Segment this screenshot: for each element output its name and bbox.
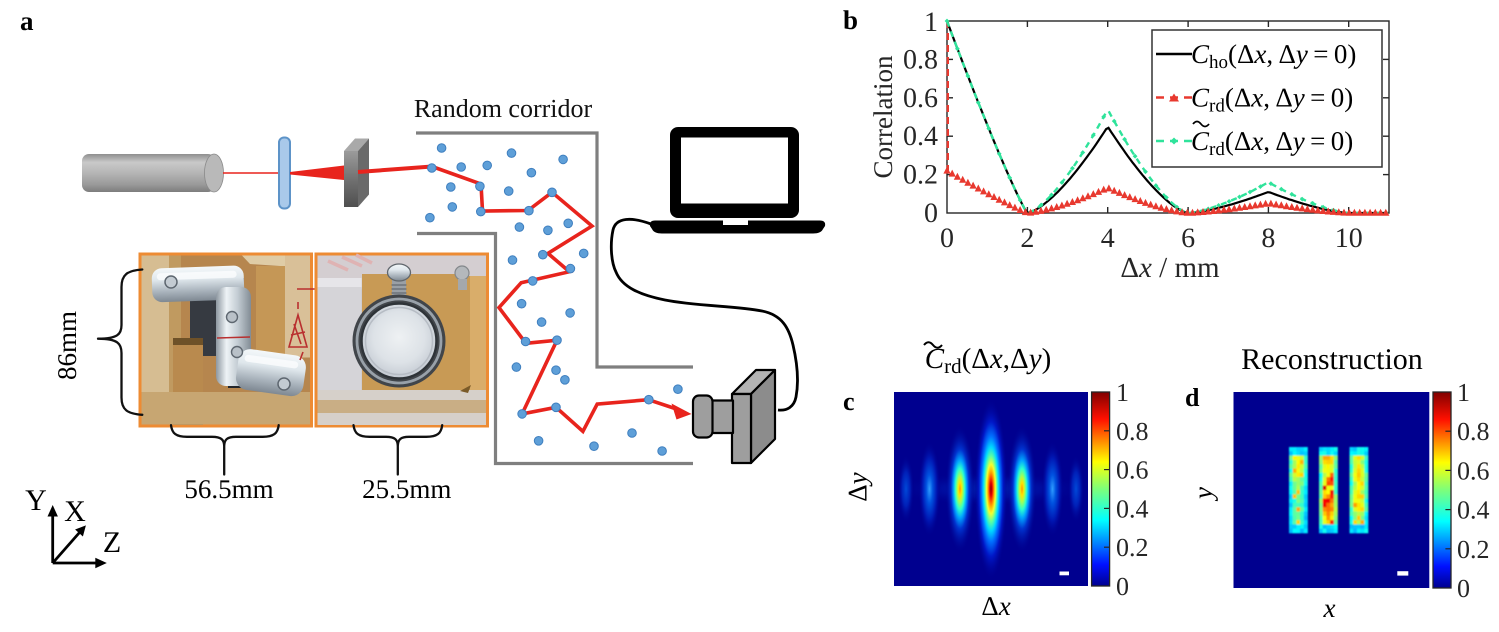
- svg-text:Crd(Δx,Δy): Crd(Δx,Δy): [925, 343, 1051, 378]
- svg-text:1: 1: [1116, 378, 1129, 407]
- svg-text:1: 1: [924, 7, 938, 38]
- svg-text:2: 2: [1020, 223, 1034, 254]
- svg-text:0.6: 0.6: [903, 83, 938, 114]
- svg-text:0.6: 0.6: [1457, 456, 1490, 485]
- svg-text:8: 8: [1261, 223, 1275, 254]
- svg-text:0: 0: [1116, 572, 1129, 601]
- svg-text:Crd(Δx, Δy = 0): Crd(Δx, Δy = 0): [1191, 126, 1353, 160]
- svg-text:56.5mm: 56.5mm: [184, 474, 273, 504]
- svg-text:Random corridor: Random corridor: [414, 94, 593, 123]
- svg-text:10: 10: [1335, 223, 1363, 254]
- svg-text:Δx / mm: Δx / mm: [1120, 252, 1220, 284]
- svg-text:1: 1: [1457, 378, 1470, 407]
- svg-text:0.8: 0.8: [1116, 417, 1149, 446]
- svg-text:0: 0: [940, 223, 954, 254]
- svg-text:0.4: 0.4: [1116, 494, 1149, 523]
- svg-text:Δx: Δx: [981, 591, 1010, 621]
- svg-text:Y: Y: [25, 484, 47, 517]
- svg-text:86mm: 86mm: [52, 311, 82, 380]
- svg-text:0.2: 0.2: [1457, 535, 1490, 564]
- svg-text:Cho(Δx, Δy = 0): Cho(Δx, Δy = 0): [1191, 39, 1356, 73]
- svg-text:0: 0: [924, 198, 938, 229]
- svg-text:0: 0: [1457, 574, 1470, 603]
- svg-text:6: 6: [1181, 223, 1195, 254]
- svg-text:0.4: 0.4: [903, 121, 938, 152]
- svg-text:0.2: 0.2: [1116, 533, 1149, 562]
- svg-text:25.5mm: 25.5mm: [362, 474, 451, 504]
- svg-text:0.8: 0.8: [903, 44, 938, 75]
- svg-text:Crd(Δx, Δy = 0): Crd(Δx, Δy = 0): [1191, 83, 1353, 117]
- svg-text:c: c: [843, 387, 855, 416]
- svg-text:Reconstruction: Reconstruction: [1241, 343, 1423, 376]
- svg-text:y: y: [1188, 487, 1218, 502]
- svg-text:x: x: [1323, 593, 1336, 623]
- svg-text:Δy: Δy: [843, 472, 873, 501]
- svg-text:4: 4: [1101, 223, 1115, 254]
- svg-text:a: a: [20, 6, 34, 36]
- svg-text:d: d: [1185, 383, 1200, 412]
- svg-text:0.6: 0.6: [1116, 456, 1149, 485]
- svg-text:Correlation: Correlation: [868, 55, 898, 178]
- svg-text:0.4: 0.4: [1457, 496, 1490, 525]
- svg-text:b: b: [843, 5, 858, 35]
- svg-text:Z: Z: [103, 526, 121, 559]
- svg-text:X: X: [64, 495, 86, 528]
- svg-text:0.2: 0.2: [903, 160, 938, 191]
- svg-text:0.8: 0.8: [1457, 417, 1490, 446]
